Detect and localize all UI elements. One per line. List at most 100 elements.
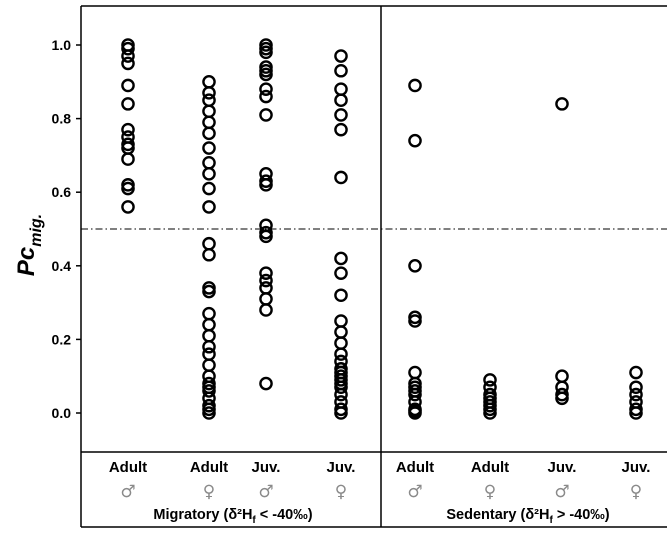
x-axis-categories: Adult ♂ Adult ♀ Juv. ♂ Juv. ♀ Adult ♂ Adult ♀ Juv. ♂ J… [109, 459, 651, 502]
data-point [408, 314, 422, 328]
data-point [121, 152, 135, 166]
data-point [629, 380, 643, 395]
data-point [202, 93, 216, 107]
data-point [202, 284, 216, 299]
y-tick-label: 0.4 [52, 258, 72, 274]
data-point [334, 108, 348, 122]
data-point [259, 266, 273, 280]
data-point [555, 369, 569, 384]
data-point [202, 384, 216, 398]
data-point [408, 387, 422, 402]
data-point [202, 155, 216, 170]
data-point [202, 115, 216, 130]
data-point [259, 108, 273, 122]
data-point [334, 93, 348, 107]
data-point [202, 236, 216, 251]
data-point [334, 336, 348, 350]
data-points [121, 38, 643, 420]
group-labels: Migratory (δ²Hf < -40‰) Sedentary (δ²Hf >… [153, 507, 609, 526]
data-point [259, 82, 273, 96]
data-point [334, 406, 348, 420]
data-point [334, 122, 348, 137]
category-label: Juv. [252, 459, 281, 476]
data-point [121, 49, 135, 63]
data-point [121, 97, 135, 111]
data-point [121, 181, 135, 196]
data-point [408, 406, 422, 420]
sex-symbol: ♀ [335, 482, 347, 502]
data-point [202, 104, 216, 119]
data-point [259, 303, 273, 317]
data-point [334, 288, 348, 303]
data-point [259, 45, 273, 60]
data-point [259, 273, 273, 288]
y-axis-label: Pcmig. [13, 214, 45, 276]
data-point [334, 63, 348, 78]
data-point [202, 247, 216, 262]
y-tick-label: 1.0 [52, 37, 72, 53]
data-point [483, 406, 497, 420]
data-point [334, 266, 348, 280]
data-point [202, 328, 216, 343]
data-point [202, 358, 216, 372]
category-label: Juv. [327, 459, 356, 476]
data-point [334, 251, 348, 266]
sex-symbol: ♂ [554, 482, 569, 502]
data-point [408, 133, 422, 148]
data-point [629, 406, 643, 420]
data-point [121, 41, 135, 56]
data-point [259, 281, 273, 295]
data-point [202, 317, 216, 332]
category-label: Adult [190, 459, 228, 476]
sex-symbol: ♀ [203, 482, 215, 502]
data-point [121, 78, 135, 93]
data-point [408, 258, 422, 273]
data-point [121, 122, 135, 137]
category-label: Adult [109, 459, 147, 476]
data-point [202, 339, 216, 354]
data-point [483, 373, 497, 387]
data-point [259, 67, 273, 82]
data-point [408, 365, 422, 380]
category-label: Adult [471, 459, 509, 476]
data-point [259, 376, 273, 391]
data-point [555, 97, 569, 111]
sex-symbol: ♂ [120, 482, 135, 502]
data-point [202, 141, 216, 155]
y-axis: 0.0 0.2 0.4 0.6 0.8 1.0 [52, 37, 81, 421]
sex-symbol: ♀ [630, 482, 642, 502]
data-point [629, 365, 643, 380]
y-axis-title: Pcmig. [13, 214, 45, 276]
category-label: Adult [396, 459, 434, 476]
category-label: Juv. [548, 459, 577, 476]
data-point [259, 229, 273, 244]
data-point [334, 347, 348, 361]
data-point [202, 347, 216, 361]
data-point [202, 86, 216, 100]
data-point [202, 200, 216, 214]
data-point [334, 49, 348, 63]
data-point [334, 387, 348, 402]
data-point [202, 306, 216, 321]
data-point [334, 170, 348, 185]
y-tick-label: 0.6 [52, 184, 72, 200]
data-point [259, 178, 273, 192]
data-point [121, 56, 135, 71]
y-tick-label: 0.8 [52, 111, 72, 127]
y-tick-label: 0.0 [52, 405, 72, 421]
data-point [202, 181, 216, 196]
sex-symbol: ♀ [484, 482, 496, 502]
group-label: Migratory (δ²Hf < -40‰) [153, 507, 312, 526]
data-point [259, 89, 273, 104]
data-point [202, 75, 216, 89]
data-point [334, 314, 348, 328]
group-label: Sedentary (δ²Hf > -40‰) [446, 507, 609, 526]
data-point [202, 126, 216, 141]
data-point [408, 78, 422, 93]
y-tick-label: 0.2 [52, 331, 72, 347]
category-label: Juv. [622, 459, 651, 476]
data-point [202, 166, 216, 181]
data-point [202, 406, 216, 420]
data-point [555, 391, 569, 406]
